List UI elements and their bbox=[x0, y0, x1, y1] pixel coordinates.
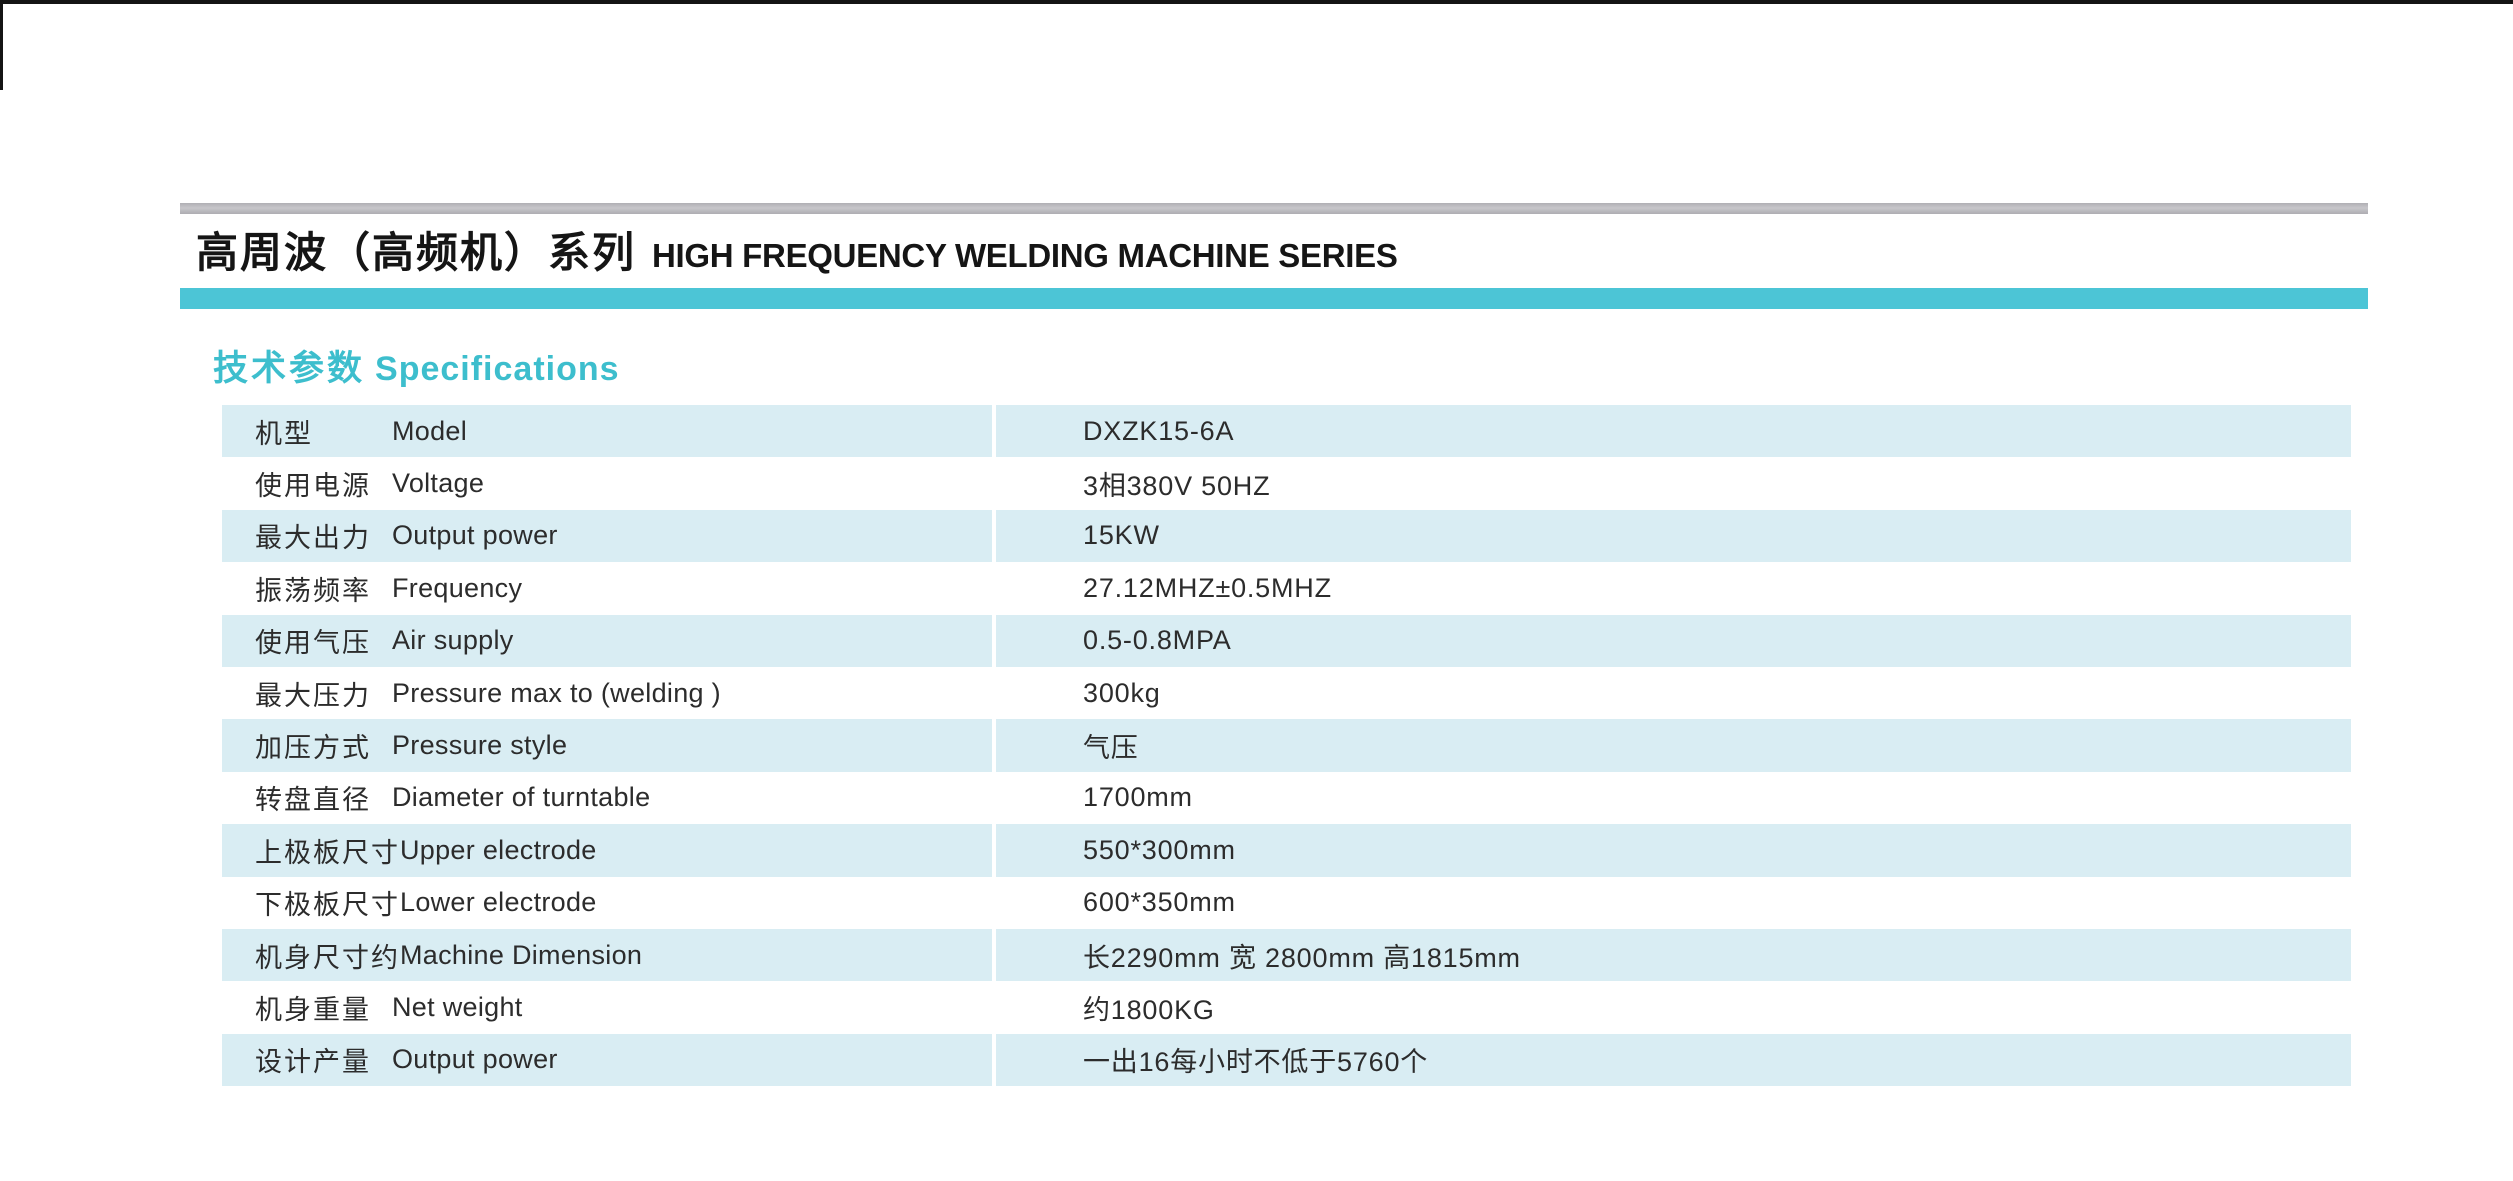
table-row: 使用电源 Voltage 3相380V 50HZ bbox=[222, 457, 2351, 509]
table-row: 振荡频率 Frequency 27.12MHZ±0.5MHZ bbox=[222, 562, 2351, 614]
spec-value-cell: 600*350mm bbox=[996, 877, 2351, 929]
series-title-en: HIGH FREQUENCY WELDING MACHINE SERIES bbox=[652, 237, 1398, 274]
specifications-heading-en: Specifications bbox=[375, 350, 620, 388]
spec-label-cell: 设计产量 Output power bbox=[222, 1033, 992, 1087]
spec-label-en: Output power bbox=[392, 1044, 558, 1075]
spec-label-en: Pressure style bbox=[392, 730, 568, 761]
series-title-zh: 高周波（高频机）系列 bbox=[196, 229, 637, 276]
spec-value: 27.12MHZ±0.5MHZ bbox=[1083, 572, 1332, 603]
spec-label-cell: 振荡频率 Frequency bbox=[222, 562, 992, 614]
table-row: 机身重量 Net weight 约1800KG bbox=[222, 981, 2351, 1033]
table-row: 机型 Model DXZK15-6A bbox=[222, 405, 2351, 458]
spec-value-cell: 3相380V 50HZ bbox=[996, 457, 2351, 509]
table-row: 设计产量 Output power 一出16每小时不低于5760个 bbox=[222, 1033, 2351, 1087]
spec-label-cell: 使用气压 Air supply bbox=[222, 614, 992, 667]
spec-label-en: Air supply bbox=[392, 625, 514, 656]
spec-label-en: Model bbox=[392, 415, 468, 446]
spec-label-en: Pressure max to (welding ) bbox=[392, 677, 721, 708]
spec-value-cell: 一出16每小时不低于5760个 bbox=[996, 1033, 2351, 1087]
specifications-heading: 技术参数 Specifications bbox=[213, 349, 620, 389]
table-row: 机身尺寸约 Machine Dimension 长2290mm 宽 2800mm… bbox=[222, 928, 2351, 982]
spec-value-cell: 27.12MHZ±0.5MHZ bbox=[996, 562, 2351, 614]
spec-value-cell: 15KW bbox=[996, 509, 2351, 563]
table-row: 加压方式 Pressure style 气压 bbox=[222, 719, 2351, 772]
series-title: 高周波（高频机）系列 HIGH FREQUENCY WELDING MACHIN… bbox=[196, 228, 1398, 278]
spec-label-en: Frequency bbox=[392, 572, 523, 603]
spec-value: 0.5-0.8MPA bbox=[1083, 625, 1232, 656]
spec-label-cell: 上极板尺寸 Upper electrode bbox=[222, 824, 992, 877]
page-top-border bbox=[0, 0, 2513, 4]
spec-label-zh: 设计产量 bbox=[255, 1047, 371, 1078]
table-row: 转盘直径 Diameter of turntable 1700mm bbox=[222, 772, 2351, 824]
spec-label-en: Output power bbox=[392, 520, 558, 551]
spec-value-cell: 0.5-0.8MPA bbox=[996, 614, 2351, 667]
specifications-table: 机型 Model DXZK15-6A 使用电源 Voltage 3相380V 5… bbox=[222, 405, 2351, 1087]
spec-label-cell: 下极板尺寸 Lower electrode bbox=[222, 877, 992, 929]
spec-label-zh: 加压方式 bbox=[255, 733, 371, 764]
spec-label-zh: 使用气压 bbox=[255, 628, 371, 659]
spec-value: 600*350mm bbox=[1083, 887, 1236, 918]
spec-value: 长2290mm 宽 2800mm 高1815mm bbox=[1083, 942, 1521, 973]
spec-label-cell: 最大压力 Pressure max to (welding ) bbox=[222, 667, 992, 719]
spec-label-zh: 上极板尺寸 bbox=[255, 837, 400, 868]
spec-label-en: Upper electrode bbox=[400, 834, 597, 865]
spec-label-en: Lower electrode bbox=[400, 887, 597, 918]
spec-label-cell: 转盘直径 Diameter of turntable bbox=[222, 772, 992, 824]
spec-label-en: Diameter of turntable bbox=[392, 782, 651, 813]
spec-label-zh: 下极板尺寸 bbox=[255, 890, 400, 921]
spec-value-cell: 300kg bbox=[996, 667, 2351, 719]
table-row: 下极板尺寸 Lower electrode 600*350mm bbox=[222, 877, 2351, 929]
specifications-heading-zh: 技术参数 bbox=[213, 349, 366, 388]
table-row: 最大压力 Pressure max to (welding ) 300kg bbox=[222, 667, 2351, 719]
spec-label-cell: 机型 Model bbox=[222, 405, 992, 458]
spec-label-en: Voltage bbox=[392, 468, 485, 499]
spec-value: 3相380V 50HZ bbox=[1083, 471, 1271, 502]
spec-value: 15KW bbox=[1083, 520, 1160, 551]
spec-label-cell: 加压方式 Pressure style bbox=[222, 719, 992, 772]
spec-value-cell: 约1800KG bbox=[996, 981, 2351, 1033]
table-row: 使用气压 Air supply 0.5-0.8MPA bbox=[222, 614, 2351, 667]
spec-label-zh: 使用电源 bbox=[255, 471, 371, 502]
spec-value: DXZK15-6A bbox=[1083, 415, 1235, 446]
spec-value-cell: 气压 bbox=[996, 719, 2351, 772]
spec-label-en: Machine Dimension bbox=[400, 939, 643, 970]
table-row: 上极板尺寸 Upper electrode 550*300mm bbox=[222, 824, 2351, 877]
spec-value-cell: 550*300mm bbox=[996, 824, 2351, 877]
spec-value-cell: 长2290mm 宽 2800mm 高1815mm bbox=[996, 928, 2351, 982]
spec-value: 约1800KG bbox=[1083, 994, 1215, 1025]
spec-label-zh: 机身重量 bbox=[255, 994, 371, 1025]
spec-label-zh: 振荡频率 bbox=[255, 575, 371, 606]
table-row: 最大出力 Output power 15KW bbox=[222, 509, 2351, 563]
spec-label-cell: 机身尺寸约 Machine Dimension bbox=[222, 928, 992, 982]
spec-label-zh: 最大压力 bbox=[255, 680, 371, 711]
spec-value-cell: 1700mm bbox=[996, 772, 2351, 824]
header-accent-bar bbox=[180, 288, 2368, 309]
spec-label-en: Net weight bbox=[392, 991, 523, 1022]
spec-value: 气压 bbox=[1083, 733, 1139, 764]
header-gray-bar bbox=[180, 203, 2368, 214]
spec-value: 300kg bbox=[1083, 677, 1161, 708]
spec-label-zh: 机身尺寸约 bbox=[255, 942, 400, 973]
spec-label-zh: 转盘直径 bbox=[255, 785, 371, 816]
spec-label-zh: 最大出力 bbox=[255, 523, 371, 554]
spec-label-cell: 机身重量 Net weight bbox=[222, 981, 992, 1033]
spec-value: 一出16每小时不低于5760个 bbox=[1083, 1047, 1429, 1078]
spec-label-cell: 最大出力 Output power bbox=[222, 509, 992, 563]
spec-value: 550*300mm bbox=[1083, 834, 1236, 865]
spec-label-cell: 使用电源 Voltage bbox=[222, 457, 992, 509]
spec-label-zh: 机型 bbox=[255, 418, 313, 449]
spec-value-cell: DXZK15-6A bbox=[996, 405, 2351, 458]
spec-value: 1700mm bbox=[1083, 782, 1193, 813]
page-left-edge-mark bbox=[0, 0, 3, 90]
